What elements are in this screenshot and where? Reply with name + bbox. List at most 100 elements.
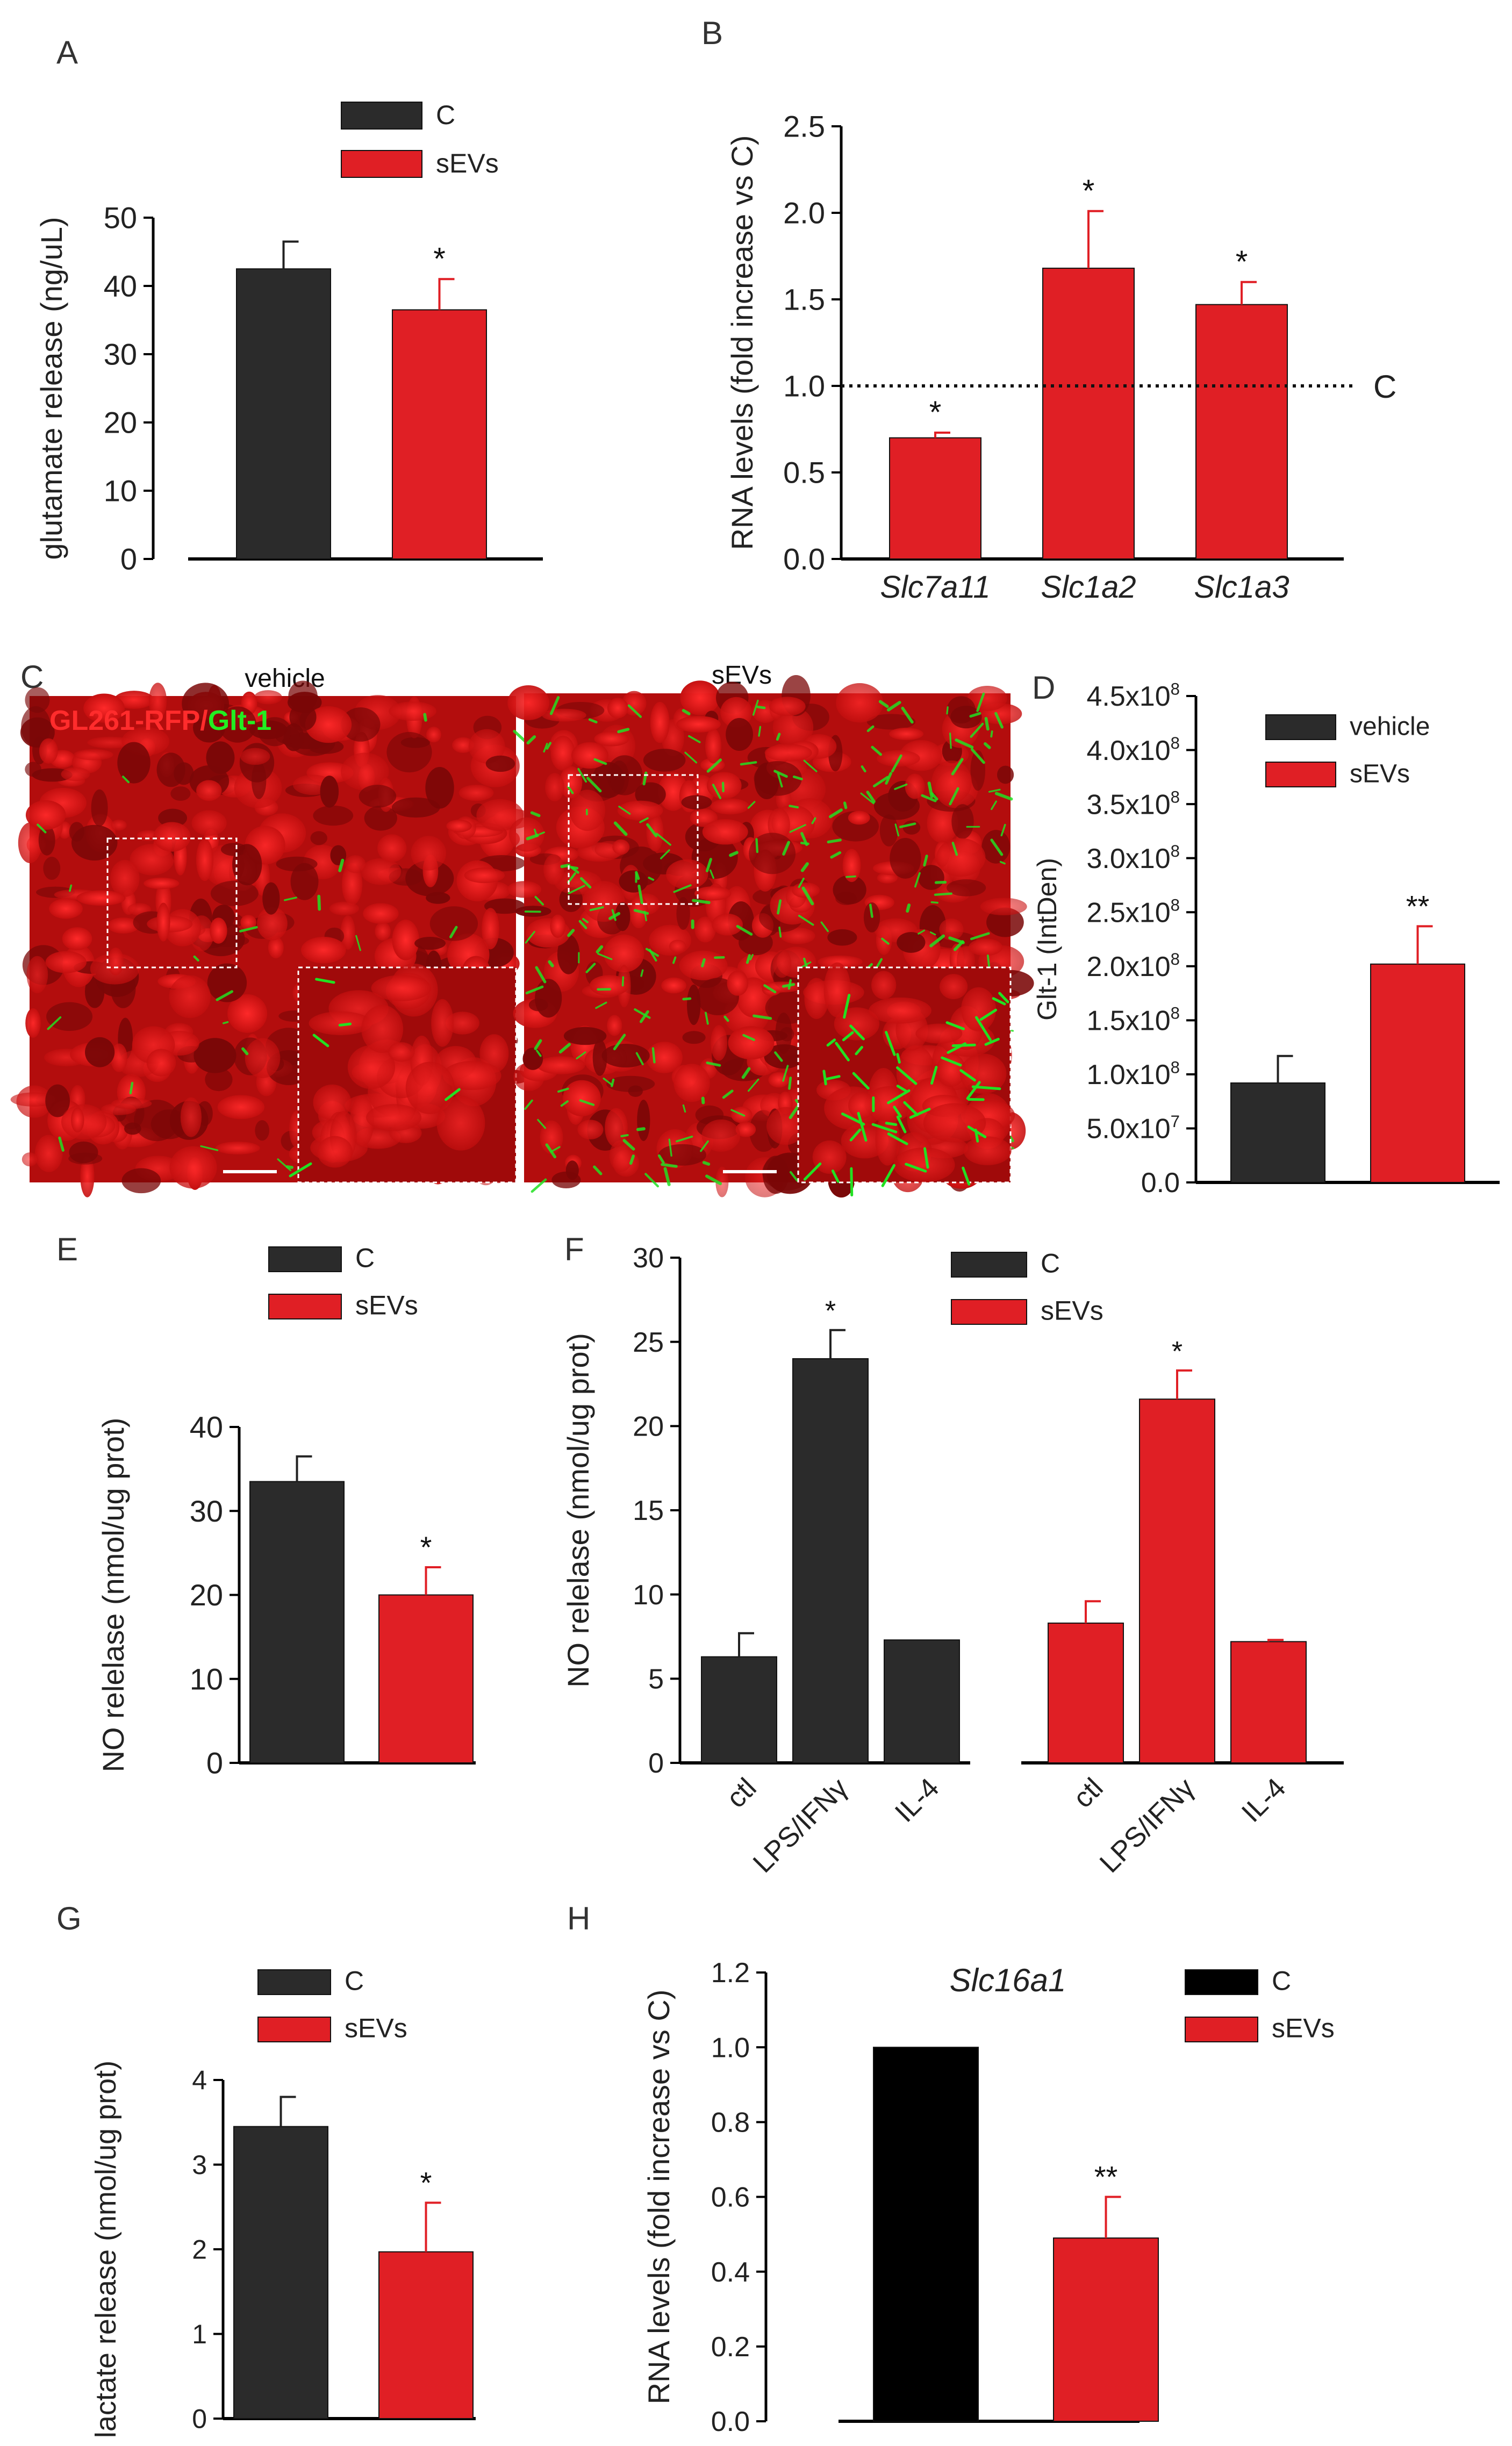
glt1-signal (121, 776, 130, 784)
glt1-signal (700, 1140, 709, 1152)
cell (76, 890, 126, 906)
glt1-signal (792, 775, 803, 780)
cell (705, 728, 721, 764)
glt1-signal (712, 784, 722, 799)
inset-glt1-signal (998, 992, 1009, 1003)
y-tick-label: 40 (190, 1410, 223, 1444)
legend-swatch (268, 1246, 342, 1272)
inset-glt1-signal (945, 1021, 965, 1030)
glt1-signal (568, 885, 585, 894)
significance-marker: * (420, 1530, 432, 1564)
cell (156, 752, 185, 787)
y-tick-label: 5 (648, 1664, 664, 1695)
cell (694, 886, 732, 901)
glt1-signal (692, 899, 711, 905)
legend-label: C (1041, 1249, 1060, 1279)
legend-swatch (1265, 762, 1336, 787)
significance-marker: * (420, 2165, 432, 2199)
y-tick-label: 1.0 (711, 2032, 750, 2063)
legend-label: C (345, 1966, 364, 1996)
y-axis-label: lactate release (nmol/ug prot) (90, 2061, 122, 2438)
inset-glt1-signal (962, 1166, 971, 1186)
glt1-signal (756, 705, 766, 709)
roi-box (106, 837, 238, 969)
glt1-signal (672, 956, 677, 964)
bar (1230, 1641, 1307, 1763)
cell (83, 693, 125, 723)
cell (310, 831, 327, 845)
cell (544, 773, 564, 802)
significance-marker: * (1083, 174, 1095, 209)
cell (305, 706, 352, 743)
glt1-signal (589, 906, 604, 912)
cell (607, 698, 628, 719)
glt1-signal (611, 909, 617, 921)
y-tick-label: 4.5x108 (1087, 679, 1180, 712)
inset-glt1-signal (803, 1162, 822, 1181)
chart-rna-transporters: 0.0 0.5 1.0 1.5 2.0 2.5 RNA levels (fold incre… (725, 110, 1396, 605)
inset-cell (804, 978, 829, 1019)
cell (905, 773, 925, 799)
glt1-signal (618, 806, 631, 815)
y-tick-label: 2 (192, 2235, 207, 2265)
cell (947, 696, 976, 724)
cell (701, 1119, 741, 1152)
glt1-signal (47, 1016, 62, 1030)
y-tick-label: 10 (190, 1662, 223, 1696)
cell (156, 902, 170, 942)
cell (661, 977, 686, 994)
glt1-signal (999, 860, 1006, 865)
legend-swatch (1265, 714, 1336, 740)
cell (117, 742, 151, 784)
cell (26, 956, 48, 994)
inset-glt1-signal (941, 1056, 962, 1067)
cell (61, 767, 90, 781)
x-tick-label: IL-4 (1236, 1772, 1292, 1828)
inset-cell (442, 1060, 501, 1091)
inset-cell (940, 974, 968, 1000)
inset-cell (812, 1140, 847, 1174)
inset-glt1-signal (852, 1072, 870, 1090)
chart-glt1-intden: 0.0 5.0x107 1.0x108 1.5x108 2.0x108 2.5x108 3.… (1032, 679, 1500, 1199)
cell (772, 707, 814, 748)
inset-glt1-signal (835, 1042, 850, 1061)
glt1-signal (634, 1008, 651, 1019)
glt1-signal (629, 1154, 635, 1165)
glt1-signal (585, 963, 596, 973)
significance-marker: * (1236, 245, 1248, 279)
y-axis-label: NO relelase (nmol/ug prot) (96, 1418, 130, 1773)
cell (780, 927, 815, 944)
glt1-signal (894, 783, 908, 790)
cell (25, 800, 66, 830)
cell (507, 881, 542, 898)
cell (939, 918, 964, 941)
cell (62, 927, 92, 950)
cell (414, 936, 446, 950)
inset-cell (309, 1011, 372, 1035)
cell (577, 1120, 604, 1140)
glt1-signal (613, 1034, 626, 1051)
legend-swatch (1185, 2017, 1258, 2042)
glt1-signal (742, 1034, 755, 1041)
inset-glt1-signal (857, 1111, 868, 1142)
cell (245, 1038, 281, 1078)
y-tick-label: 3 (192, 2150, 207, 2180)
inset-glt1-signal (887, 1132, 908, 1145)
cell (45, 1084, 70, 1117)
cell (69, 1141, 98, 1164)
cell (345, 855, 366, 873)
cell (673, 1064, 710, 1102)
cell (947, 879, 986, 896)
glt1-signal (611, 1078, 615, 1087)
inset-glt1-signal (967, 1125, 987, 1138)
cell (582, 881, 625, 922)
cell (775, 1013, 792, 1054)
cell (464, 867, 505, 884)
inset-glt1-signal (338, 1022, 352, 1027)
cell (134, 1100, 180, 1142)
y-tick-label: 3.0x108 (1087, 842, 1180, 874)
glt1-signal (885, 772, 892, 785)
glt1-signal (586, 777, 602, 793)
glt1-signal (934, 880, 947, 884)
cell (769, 697, 806, 716)
